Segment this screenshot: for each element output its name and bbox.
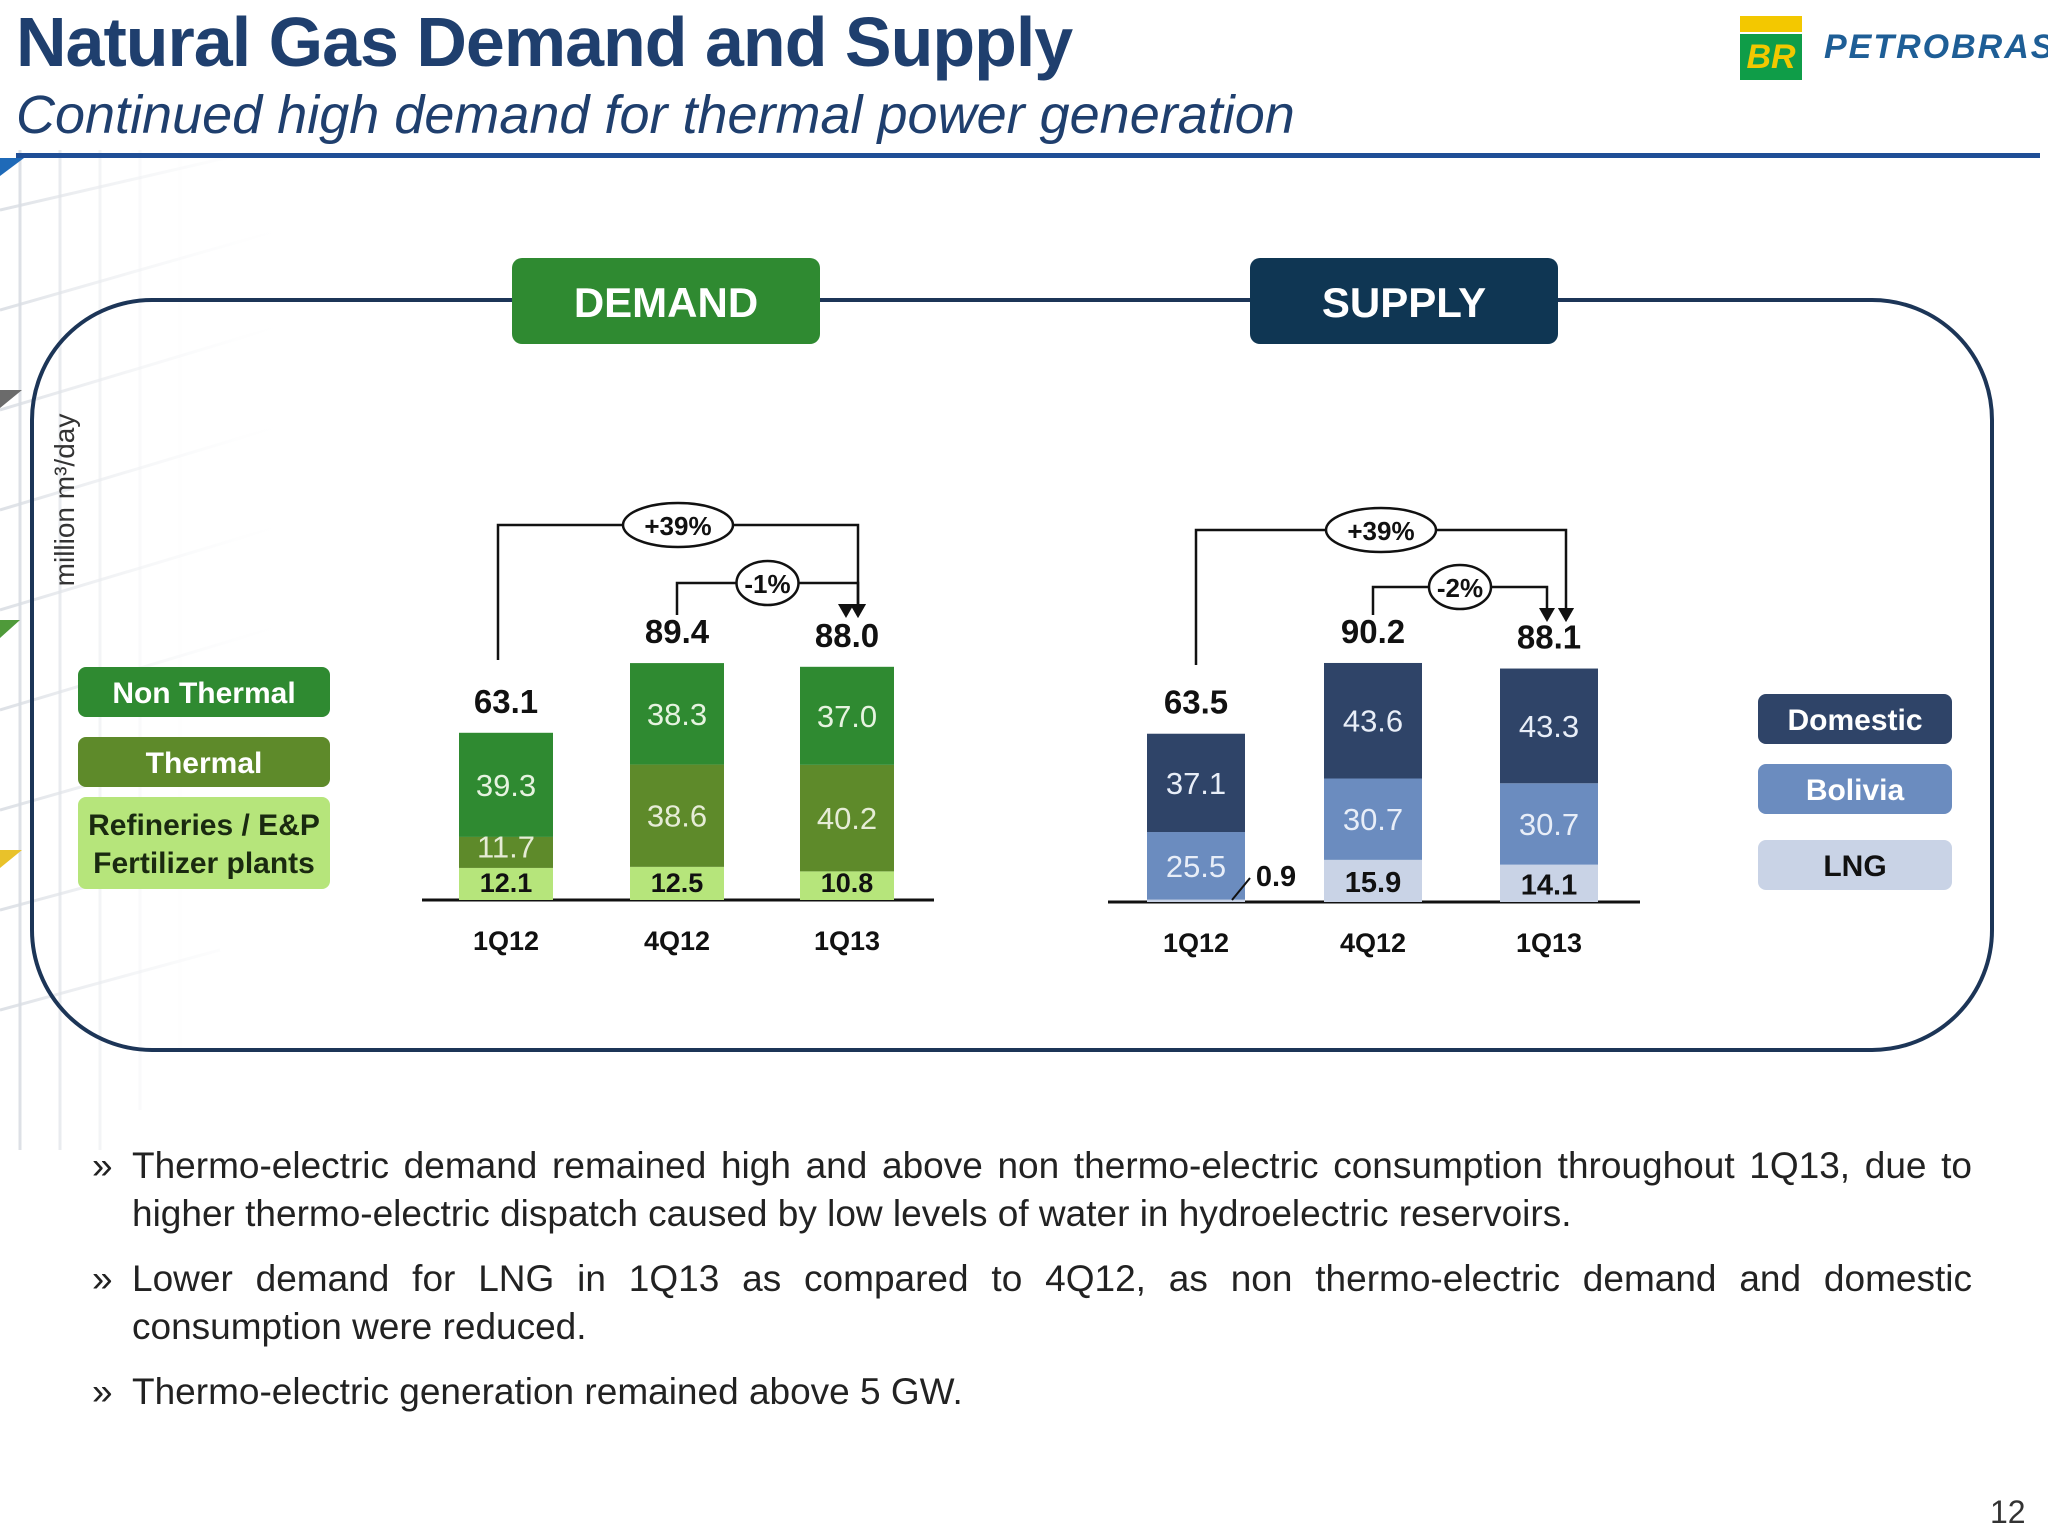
- supply-value-label: 15.9: [1345, 867, 1401, 899]
- page-subtitle: Continued high demand for thermal power …: [16, 85, 1295, 145]
- bullet-text: Lower demand for LNG in 1Q13 as compared…: [132, 1258, 1972, 1347]
- supply-value-label: 30.7: [1343, 802, 1403, 837]
- demand-qoq-growth-label: -1%: [744, 569, 790, 599]
- supply-category-label: 1Q12: [1163, 928, 1229, 958]
- supply-value-label: 0.9: [1256, 861, 1296, 893]
- y-axis-label: million m³/day: [49, 414, 80, 587]
- demand-growth-badge: [621, 501, 735, 549]
- demand-value-label: 38.6: [647, 799, 707, 834]
- demand-value-label: 11.7: [477, 829, 535, 864]
- supply-legend-label: LNG: [1823, 850, 1886, 883]
- supply-growth-label: +39%: [1347, 516, 1414, 546]
- supply-legend-swatch: [1758, 840, 1952, 890]
- supply-legend-swatch: [1758, 694, 1952, 744]
- supply-qoq-growth-label: -2%: [1437, 573, 1483, 603]
- bullet-mark: »: [92, 1371, 113, 1412]
- demand-legend-label: Thermal: [146, 747, 263, 780]
- demand-legend-swatch: [78, 797, 330, 889]
- supply-category-label: 4Q12: [1340, 928, 1406, 958]
- demand-value-label: 12.1: [480, 868, 533, 898]
- bullet-item: » Thermo-electric generation remained abo…: [92, 1368, 1972, 1416]
- petrobras-logo: BR: [1740, 16, 1802, 80]
- supply-bar-bolivia: [1324, 778, 1422, 860]
- supply-value-label: 25.5: [1166, 849, 1226, 884]
- supply-value-label: 37.1: [1166, 766, 1226, 801]
- demand-bar-refineries-e-p-fertilizer-plants: [459, 867, 553, 900]
- demand-value-label: 10.8: [821, 868, 874, 898]
- chart-frame: [30, 298, 1994, 1052]
- demand-bar-thermal: [459, 836, 553, 868]
- logo-badge-text: BR: [1746, 38, 1796, 76]
- supply-header-label: SUPPLY: [1322, 279, 1486, 326]
- demand-bar-thermal: [800, 764, 894, 872]
- supply-bar-domestic: [1324, 662, 1422, 779]
- demand-category-label: 1Q12: [473, 926, 539, 956]
- bullet-mark: »: [92, 1258, 113, 1299]
- demand-bar-refineries-e-p-fertilizer-plants: [630, 866, 724, 900]
- demand-value-label: 37.0: [817, 699, 877, 734]
- page-number: 12: [1990, 1494, 2026, 1530]
- supply-category-label: 1Q13: [1516, 928, 1582, 958]
- title-divider: [16, 153, 2040, 158]
- supply-value-label: 43.3: [1519, 709, 1579, 744]
- bullet-item: » Lower demand for LNG in 1Q13 as compare…: [92, 1255, 1972, 1351]
- demand-category-label: 1Q13: [814, 926, 880, 956]
- demand-legend-swatch: [78, 667, 330, 717]
- demand-total-label: 63.1: [474, 683, 538, 720]
- demand-qoq-arrow-extra: [838, 604, 854, 618]
- supply-legend-label: Domestic: [1787, 704, 1922, 737]
- supply-header: [1250, 258, 1558, 344]
- bullet-item: » Thermo-electric demand remained high an…: [92, 1142, 1972, 1238]
- logo-brand-text: PETROBRAS: [1824, 28, 2048, 66]
- demand-header-label: DEMAND: [574, 279, 758, 326]
- demand-bar-non-thermal: [800, 666, 894, 765]
- supply-value-label: 30.7: [1519, 807, 1579, 842]
- bullet-mark: »: [92, 1145, 113, 1186]
- demand-value-label: 39.3: [476, 768, 536, 803]
- demand-qoq-growth-badge: [735, 559, 800, 607]
- page-title: Natural Gas Demand and Supply: [16, 3, 1073, 81]
- supply-bar-lng: [1147, 899, 1245, 902]
- demand-bar-thermal: [630, 764, 724, 867]
- demand-legend-label: Non Thermal: [112, 677, 295, 710]
- supply-legend-label: Bolivia: [1806, 774, 1905, 807]
- supply-total-label: 63.5: [1164, 684, 1228, 721]
- supply-bar-domestic: [1147, 733, 1245, 833]
- bullet-text: Thermo-electric generation remained abov…: [132, 1371, 963, 1412]
- supply-bar-domestic: [1500, 668, 1598, 784]
- supply-value-label: 14.1: [1521, 869, 1577, 901]
- supply-total-label: 88.1: [1517, 619, 1581, 656]
- supply-bar-bolivia: [1500, 783, 1598, 865]
- demand-header: [512, 258, 820, 344]
- demand-value-label: 40.2: [817, 801, 877, 836]
- supply-lng-leader-line: [1231, 877, 1251, 901]
- supply-bar-lng: [1500, 864, 1598, 902]
- supply-bar-lng: [1324, 859, 1422, 902]
- supply-legend-swatch: [1758, 764, 1952, 814]
- demand-value-label: 12.5: [651, 868, 704, 898]
- supply-growth-badge: [1324, 506, 1438, 554]
- demand-qoq-bracket-arrow: [850, 604, 866, 618]
- demand-bar-non-thermal: [459, 732, 553, 837]
- demand-category-label: 4Q12: [644, 926, 710, 956]
- supply-total-label: 90.2: [1341, 613, 1405, 650]
- demand-legend-label: Fertilizer plants: [93, 847, 315, 880]
- demand-value-label: 38.3: [647, 697, 707, 732]
- demand-legend-label: Refineries / E&P: [88, 809, 320, 842]
- bullet-list: » Thermo-electric demand remained high an…: [92, 1142, 1972, 1433]
- demand-bar-non-thermal: [630, 663, 724, 765]
- supply-bar-bolivia: [1147, 832, 1245, 900]
- supply-qoq-arrow-extra: [1558, 608, 1574, 622]
- demand-legend-swatch: [78, 737, 330, 787]
- demand-bar-refineries-e-p-fertilizer-plants: [800, 871, 894, 900]
- demand-total-label: 89.4: [645, 613, 710, 650]
- demand-growth-label: +39%: [644, 511, 711, 541]
- gas-demand-supply-chart: DEMAND SUPPLY million m³/day 1Q12 63.1 4Q12 89…: [30, 258, 1994, 1052]
- supply-value-label: 43.6: [1343, 704, 1403, 739]
- supply-qoq-growth-badge: [1427, 563, 1493, 611]
- supply-qoq-bracket-arrow: [1539, 608, 1555, 622]
- demand-total-label: 88.0: [815, 617, 879, 654]
- bullet-text: Thermo-electric demand remained high and…: [132, 1145, 1972, 1234]
